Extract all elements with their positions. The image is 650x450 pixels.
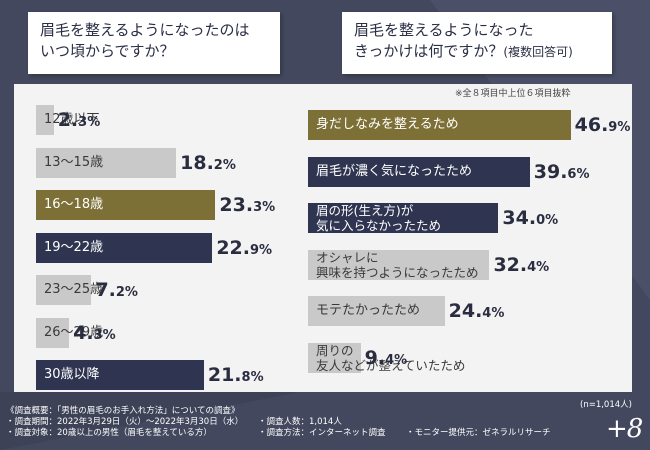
left-bar-value-int-3: 22. xyxy=(216,236,250,259)
left-bar-label-1: 13～15歳 xyxy=(44,154,104,170)
left-bar-value-0: 2.3% xyxy=(58,105,101,138)
left-bar-label-2: 16～18歳 xyxy=(44,197,104,212)
left-bar-value-3: 22.9% xyxy=(216,233,272,266)
left-bar-label-0: 12歳以下 xyxy=(44,112,100,127)
right-bar-value-dec-3: 4% xyxy=(527,259,550,275)
footer-method: ・調査方法：インターネット調査 xyxy=(258,428,386,438)
footer-provider: ・モニター提供元：ゼネラルリサーチ xyxy=(406,428,551,438)
left-bar-5 xyxy=(36,317,70,348)
right-bar-label-1: 眉毛が濃く気になったため xyxy=(316,163,473,179)
footer-count: ・調査人数：1,014人 xyxy=(258,417,342,427)
left-bar-value-5: 4.3% xyxy=(73,318,116,351)
right-bar-label-3-line-0: オシャレに xyxy=(316,249,379,265)
right-bar-value-dec-1: 6% xyxy=(567,166,590,182)
right-bar-value-4: 24.4% xyxy=(449,296,505,329)
question-left-box: 眉毛を整えるようになったのは いつ頃からですか？ xyxy=(28,12,280,74)
left-bar-4 xyxy=(36,275,92,305)
left-bar-value-dec-6: 8% xyxy=(241,370,264,385)
question-right-line2: きっかけは何ですか？(複数回答可) xyxy=(354,41,602,63)
left-bar-6 xyxy=(36,360,204,390)
brand-logo: +8 xyxy=(606,414,643,444)
left-bar-value-2: 23.3% xyxy=(219,190,275,223)
right-bar-value-int-0: 46. xyxy=(574,114,609,136)
right-bar-label-5-line-1: 友人などが整えていたため xyxy=(316,357,466,373)
right-bar-label-5: 周りの 友人などが整えていたため xyxy=(316,343,465,373)
right-bar-value-dec-2: 0% xyxy=(536,213,559,228)
left-bar-label-4: 23～25歳 xyxy=(44,282,104,297)
sample-size: (n=1,014人) xyxy=(580,400,632,410)
right-bar-label-0: 身だしなみを整えるため xyxy=(316,117,459,132)
footer-line1: 《調査概要：「男性の眉毛のお手入れ方法」についての調査》 xyxy=(6,406,240,416)
right-bar-value-int-5: 9. xyxy=(364,346,386,369)
right-bar-value-dec-4: 4% xyxy=(482,306,505,321)
left-bar-2 xyxy=(36,190,216,220)
right-bar-value-dec-5: 4% xyxy=(385,352,408,368)
right-bar-label-2-line-1: 気に入らなかったため xyxy=(316,218,442,233)
left-bar-value-int-1: 18. xyxy=(180,151,214,174)
left-bar-value-6: 21.8% xyxy=(208,360,264,393)
right-bar-value-0: 46.9% xyxy=(575,110,631,143)
right-bar-value-3: 32.4% xyxy=(493,250,549,283)
right-bar-label-2: 眉の形(生え方)が 気に入らなかったため xyxy=(316,203,441,233)
right-bar-value-dec-0: 9% xyxy=(608,120,631,135)
left-bar-value-dec-5: 3% xyxy=(93,327,116,343)
left-bar-value-int-4: 7. xyxy=(95,279,116,301)
right-bar-value-int-1: 39. xyxy=(533,160,568,183)
left-bar-1 xyxy=(36,147,177,178)
left-bar-value-dec-4: 2% xyxy=(115,285,138,300)
right-bar-value-int-3: 32. xyxy=(493,253,528,276)
question-right-line1: 眉毛を整えるようになった xyxy=(354,21,534,39)
right-bar-label-2-line-0: 眉の形(生え方)が xyxy=(316,203,414,218)
right-bar-1 xyxy=(308,156,530,187)
right-bar-value-1: 39.6% xyxy=(534,157,590,190)
right-bar-value-int-4: 24. xyxy=(448,300,483,322)
question-left-line1: 眉毛を整えるようになったのは xyxy=(40,21,250,39)
right-bar-2 xyxy=(308,203,499,233)
right-bar-4 xyxy=(308,296,445,326)
right-bar-label-5-line-0: 周りの xyxy=(316,342,354,358)
right-bar-0 xyxy=(308,110,571,140)
left-bar-value-int-5: 4. xyxy=(73,321,94,344)
left-bar-3 xyxy=(36,232,213,263)
right-bar-value-5: 9.4% xyxy=(365,343,408,376)
left-bar-value-dec-3: 9% xyxy=(250,242,273,258)
left-bar-0 xyxy=(36,105,54,135)
left-bar-label-5: 26～29歳 xyxy=(44,324,104,340)
right-bar-5 xyxy=(308,342,361,373)
right-bar-value-2: 34.0% xyxy=(502,203,558,236)
footer-period: ・調査期間：2022年3月29日（火）～2022年3月30日（水） xyxy=(6,417,244,427)
footer-target: ・調査対象：20歳以上の男性（眉毛を整えている方） xyxy=(6,428,212,438)
left-bar-label-6: 30歳以降 xyxy=(44,367,100,382)
left-bar-value-int-0: 2. xyxy=(57,109,79,131)
question-right-line2-sub: (複数回答可) xyxy=(503,45,573,59)
left-bar-value-int-2: 23. xyxy=(219,194,254,216)
left-bar-value-int-6: 21. xyxy=(207,364,242,386)
left-bar-value-dec-0: 3% xyxy=(78,115,101,130)
right-bar-3 xyxy=(308,249,490,280)
question-left-line2: いつ頃からですか？ xyxy=(40,42,175,60)
question-right-box: 眉毛を整えるようになった きっかけは何ですか？(複数回答可) xyxy=(342,12,612,74)
right-bar-label-4: モテたかったため xyxy=(316,303,421,318)
left-bar-label-3: 19～22歳 xyxy=(44,239,104,255)
left-bar-value-1: 18.2% xyxy=(180,148,236,181)
left-bar-value-dec-1: 2% xyxy=(213,157,236,173)
right-bar-label-3-line-1: 興味を持つようになったため xyxy=(316,264,479,280)
left-bar-value-4: 7.2% xyxy=(95,275,138,308)
right-bar-label-3: オシャレに 興味を持つようになったため xyxy=(316,250,479,280)
left-bar-value-dec-2: 3% xyxy=(253,200,276,215)
right-bar-value-int-2: 34. xyxy=(502,207,537,229)
question-right-line2-main: きっかけは何ですか？ xyxy=(354,42,504,60)
selection-note: ※全８項目中上位６項目抜粋 xyxy=(455,89,571,99)
